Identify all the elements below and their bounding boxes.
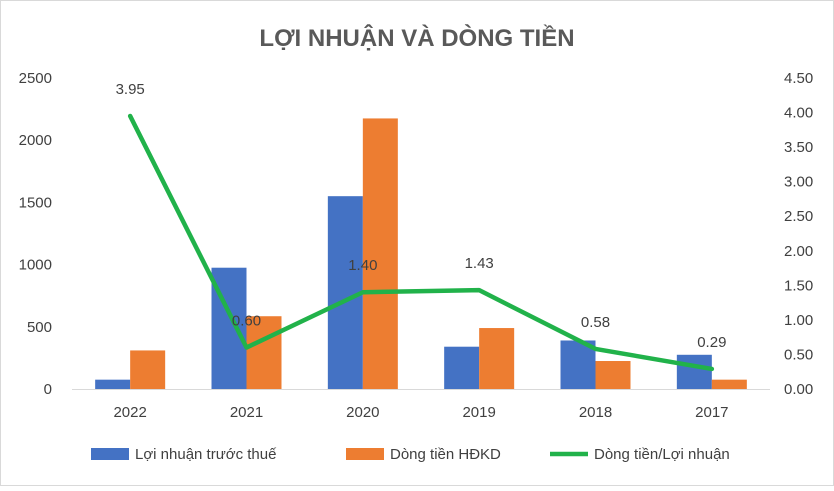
y-right-tick-label: 3.50	[784, 139, 813, 156]
y-right-tick-label: 4.50	[784, 70, 813, 87]
legend-label: Dòng tiền HĐKD	[390, 446, 501, 463]
x-category-label: 2022	[113, 404, 146, 421]
y-right-tick-label: 0.50	[784, 346, 813, 363]
y-right-tick-label: 2.50	[784, 208, 813, 225]
bar-dong-tien	[711, 379, 747, 389]
x-axis-categories: 2022 2021 2020 2019 2018 2017	[113, 404, 728, 421]
y-right-tick-label: 2.00	[784, 243, 813, 260]
data-label: 0.29	[697, 334, 726, 351]
y-left-tick-label: 2500	[19, 70, 52, 87]
data-label: 1.43	[465, 255, 494, 272]
y-left-tick-label: 1500	[19, 194, 52, 211]
bar-series	[95, 118, 747, 390]
bar-loi-nhuan	[444, 346, 480, 389]
legend: Lợi nhuận trước thuế Dòng tiền HĐKD Dòng t…	[91, 446, 730, 463]
x-category-label: 2017	[695, 404, 728, 421]
x-category-label: 2020	[346, 404, 379, 421]
data-label: 0.60	[232, 313, 261, 330]
ratio-line	[127, 113, 715, 372]
bar-loi-nhuan	[560, 340, 596, 389]
bar-loi-nhuan	[95, 379, 131, 389]
x-category-label: 2021	[230, 404, 263, 421]
data-label: 1.40	[348, 257, 377, 274]
legend-swatch-loi-nhuan	[91, 448, 129, 460]
y-axis-left: 0 500 1000 1500 2000 2500	[19, 70, 52, 398]
data-label: 3.95	[116, 81, 145, 98]
bar-dong-tien	[595, 361, 631, 389]
line-series: 3.95 0.60 1.40 1.43 0.58 0.29	[116, 81, 726, 372]
y-left-tick-label: 1000	[19, 257, 52, 274]
y-right-tick-label: 1.50	[784, 277, 813, 294]
bar-dong-tien	[246, 316, 282, 389]
y-left-tick-label: 2000	[19, 132, 52, 149]
y-right-tick-label: 0.00	[784, 381, 813, 398]
bar-dong-tien	[479, 328, 515, 389]
bar-dong-tien	[362, 118, 398, 390]
bar-loi-nhuan	[676, 354, 712, 389]
y-axis-right: 0.00 0.50 1.00 1.50 2.00 2.50 3.00 3.50 4.00 4.50	[784, 70, 813, 398]
chart-title: LỢI NHUẬN VÀ DÒNG TIỀN	[259, 24, 574, 52]
bar-dong-tien	[130, 350, 166, 389]
legend-label: Dòng tiền/Lợi nhuận	[594, 446, 730, 463]
x-category-label: 2018	[579, 404, 612, 421]
data-label: 0.58	[581, 314, 610, 331]
y-right-tick-label: 4.00	[784, 105, 813, 122]
y-right-tick-label: 1.00	[784, 312, 813, 329]
y-left-tick-label: 0	[44, 381, 52, 398]
y-left-tick-label: 500	[27, 319, 52, 336]
legend-swatch-dong-tien	[346, 448, 384, 460]
y-right-tick-label: 3.00	[784, 174, 813, 191]
x-category-label: 2019	[462, 404, 495, 421]
legend-label: Lợi nhuận trước thuế	[135, 446, 277, 463]
